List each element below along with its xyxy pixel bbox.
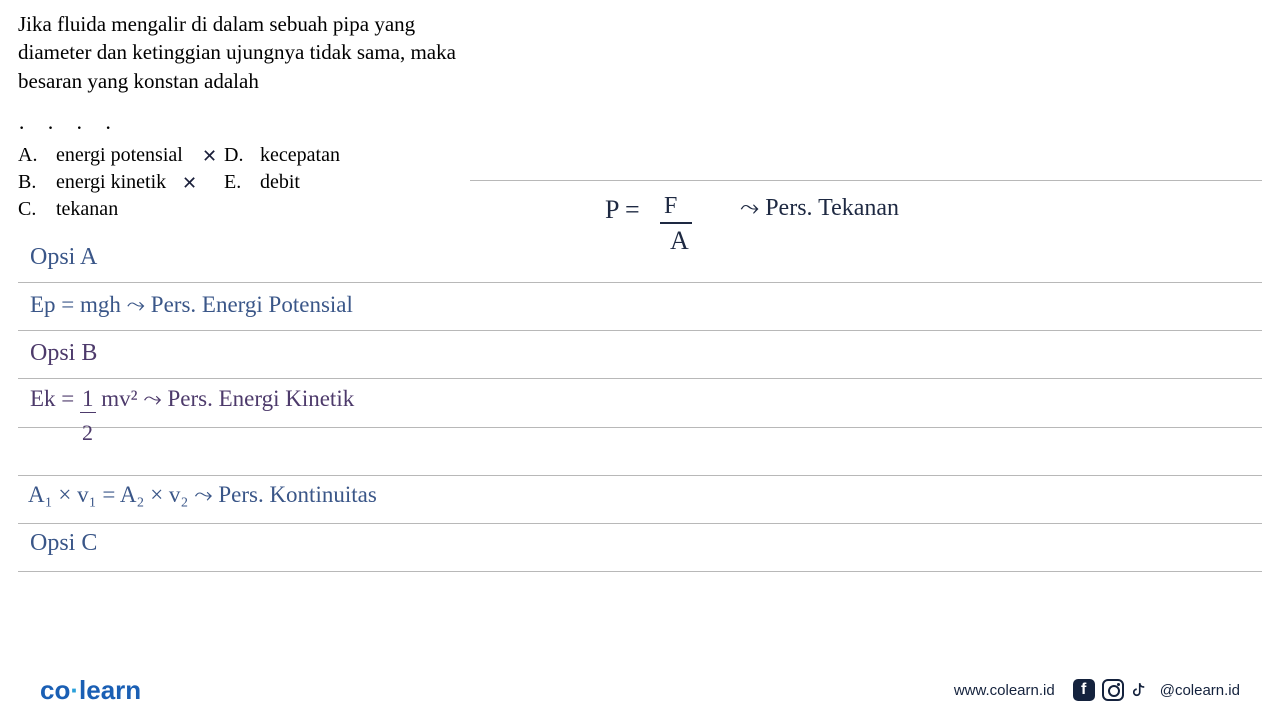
handwritten-opsi-c: Opsi C <box>30 530 97 557</box>
ek-numerator: 1 <box>80 386 96 413</box>
page-content: Jika fluida mengalir di dalam sebuah pip… <box>0 0 1280 720</box>
handwritten-ek-formula: Ek = 1 mv² ⤳ Pers. Energi Kinetik <box>30 386 354 413</box>
option-b-label: energi kinetik <box>56 171 166 193</box>
x-mark-icon: ✕ <box>202 144 217 168</box>
option-text-b: energi kinetik ✕ <box>56 169 224 196</box>
logo-dot: · <box>70 675 79 705</box>
option-text-a: energi potensial ✕ <box>56 142 224 169</box>
footer: co·learn www.colearn.id f @colearn.id <box>0 660 1280 720</box>
option-row-3: C. tekanan <box>18 196 340 223</box>
handwritten-continuity: A₁ × v₁ = A₂ × v₂ ⤳ Pers. Kontinuitas <box>28 482 377 508</box>
option-letter-b: B. <box>18 169 56 196</box>
logo-learn: learn <box>79 675 141 705</box>
option-text-e: debit <box>260 169 300 196</box>
handwritten-pressure-a: A <box>670 226 689 256</box>
handwritten-opsi-b: Opsi B <box>30 340 97 367</box>
ek-rest: mv² ⤳ Pers. Energi Kinetik <box>96 386 355 411</box>
x-mark-icon: ✕ <box>182 171 197 195</box>
option-letter-c: C. <box>18 196 56 223</box>
handwritten-pressure-label: ⤳ Pers. Tekanan <box>740 195 899 222</box>
facebook-icon: f <box>1073 679 1095 701</box>
question-ellipsis: · · · · <box>18 115 120 141</box>
option-letter-d: D. <box>224 142 260 169</box>
options-block: A. energi potensial ✕ D. kecepatan B. en… <box>18 142 340 223</box>
ruled-line <box>18 330 1262 331</box>
ek-prefix: Ek = <box>30 386 80 411</box>
footer-handle: @colearn.id <box>1160 682 1240 699</box>
ruled-line <box>470 180 1262 181</box>
logo-co: co <box>40 675 70 705</box>
ruled-line <box>18 475 1262 476</box>
ruled-line <box>18 378 1262 379</box>
option-text-d: kecepatan <box>260 142 340 169</box>
option-letter-e: E. <box>224 169 260 196</box>
option-row-2: B. energi kinetik ✕ E. debit <box>18 169 340 196</box>
fraction-bar <box>660 222 692 224</box>
ek-denominator: 2 <box>82 420 93 446</box>
colearn-logo: co·learn <box>40 675 141 706</box>
handwritten-pressure-p: P = <box>605 195 640 225</box>
footer-url: www.colearn.id <box>954 682 1055 699</box>
option-text-c: tekanan <box>56 196 118 223</box>
handwritten-ep-formula: Ep = mgh ⤳ Pers. Energi Potensial <box>30 292 353 318</box>
tiktok-icon <box>1131 679 1153 701</box>
ruled-line <box>18 571 1262 572</box>
social-icons: f @colearn.id <box>1073 679 1240 701</box>
question-text: Jika fluida mengalir di dalam sebuah pip… <box>18 10 458 95</box>
instagram-icon <box>1102 679 1124 701</box>
handwritten-pressure-f: F <box>664 193 677 220</box>
handwritten-opsi-a: Opsi A <box>30 244 97 271</box>
ruled-line <box>18 282 1262 283</box>
footer-right: www.colearn.id f @colearn.id <box>954 679 1240 701</box>
option-row-1: A. energi potensial ✕ D. kecepatan <box>18 142 340 169</box>
ruled-line <box>18 523 1262 524</box>
option-letter-a: A. <box>18 142 56 169</box>
ruled-line <box>18 427 1262 428</box>
option-a-label: energi potensial <box>56 144 183 166</box>
